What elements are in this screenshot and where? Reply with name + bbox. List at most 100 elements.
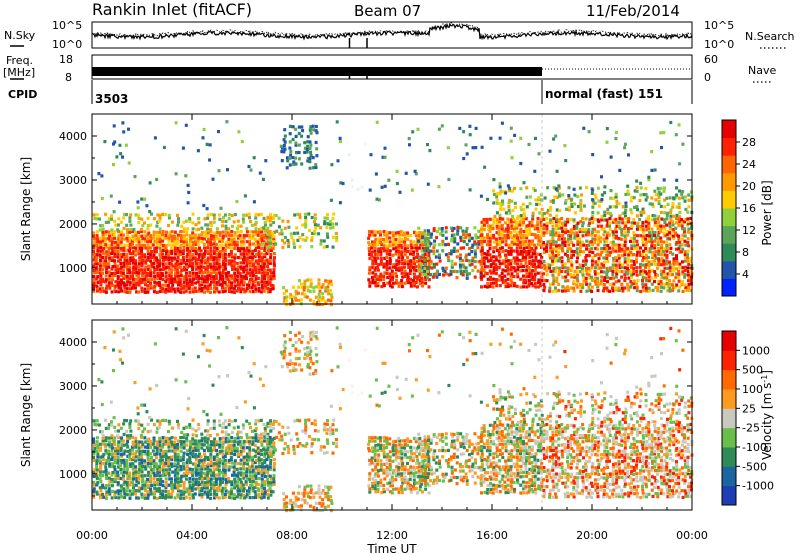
power-cell <box>611 270 615 274</box>
power-cell <box>458 259 462 263</box>
power-cell <box>500 227 504 231</box>
power-cell <box>656 242 660 247</box>
velocity-cell <box>188 467 192 471</box>
colorbar-segment <box>722 208 736 227</box>
velocity-cell <box>149 459 153 463</box>
power-cell <box>512 274 516 279</box>
velocity-cell <box>165 471 168 475</box>
power-cell <box>173 230 177 234</box>
power-cell <box>281 245 285 250</box>
velocity-cell <box>119 453 123 457</box>
power-cell <box>335 238 339 243</box>
power-cell <box>441 269 445 273</box>
velocity-cell <box>95 471 99 475</box>
power-cell <box>407 280 411 285</box>
velocity-cell <box>182 492 186 496</box>
velocity-cell <box>150 483 154 487</box>
power-cell <box>500 278 504 282</box>
power-cell <box>542 233 546 237</box>
power-cell <box>376 230 380 234</box>
power-cell <box>528 268 532 273</box>
power-cell <box>173 258 177 262</box>
power-cell <box>486 265 489 269</box>
power-cell <box>527 249 531 253</box>
power-cell <box>248 264 252 268</box>
power-cell <box>623 226 626 230</box>
power-cell <box>194 252 198 256</box>
power-cell <box>581 224 585 228</box>
power-cell <box>185 230 189 234</box>
power-cell <box>564 159 568 163</box>
power-cell <box>269 275 273 279</box>
velocity-cell <box>229 492 233 496</box>
velocity-cell <box>99 480 103 484</box>
power-cell <box>143 277 147 281</box>
power-cell <box>416 252 420 256</box>
power-cell <box>426 258 429 262</box>
power-cell <box>228 233 231 237</box>
power-cell <box>222 216 225 220</box>
power-cell <box>140 281 144 285</box>
power-cell <box>596 276 600 280</box>
power-cell <box>660 246 663 250</box>
power-cell <box>254 227 258 231</box>
power-cell <box>498 224 502 228</box>
power-cell <box>209 286 213 290</box>
power-cell <box>406 275 410 279</box>
power-cell <box>671 234 675 238</box>
power-cell <box>689 216 693 221</box>
power-cell <box>119 267 123 271</box>
velocity-cell <box>185 461 189 465</box>
power-cell <box>110 278 114 282</box>
power-cell <box>140 229 144 234</box>
power-cell <box>218 233 222 237</box>
power-cell <box>208 283 212 287</box>
power-cell <box>603 230 607 234</box>
power-cell <box>116 253 120 257</box>
power-cell <box>539 217 543 221</box>
power-cell <box>197 221 201 225</box>
power-cell <box>395 246 398 250</box>
power-cell <box>268 219 272 223</box>
colorbar-tick-label: 8 <box>742 246 749 259</box>
power-cell <box>237 256 240 260</box>
power-cell <box>624 192 628 196</box>
power-cell <box>449 252 453 256</box>
power-cell <box>681 266 685 270</box>
velocity-cell <box>252 468 255 472</box>
power-cell <box>137 271 141 275</box>
power-cell <box>432 252 436 256</box>
power-cell <box>608 205 612 209</box>
noise-right-tick-top: 10^5 <box>704 19 734 32</box>
velocity-cell <box>169 495 173 499</box>
power-cell <box>196 280 200 284</box>
velocity-cell <box>199 455 203 459</box>
power-cell <box>197 255 201 259</box>
power-cell <box>521 268 525 273</box>
power-cell <box>563 240 567 244</box>
power-cell <box>212 220 216 224</box>
power-cell <box>659 289 663 293</box>
power-cell <box>654 275 658 279</box>
velocity-cell <box>259 449 263 453</box>
power-cell <box>603 243 607 247</box>
velocity-cell <box>192 462 196 466</box>
power-cell <box>370 275 374 279</box>
power-cell <box>149 286 153 290</box>
velocity-cell <box>251 440 255 444</box>
power-cell <box>437 185 441 189</box>
power-cell <box>495 218 499 222</box>
power-cell <box>537 278 541 282</box>
power-cell <box>563 252 567 256</box>
velocity-cell <box>212 486 216 490</box>
power-cell <box>328 222 332 226</box>
power-cell <box>116 267 120 271</box>
velocity-cell <box>208 468 212 472</box>
power-cell <box>158 283 162 287</box>
cpid-label: CPID <box>8 88 37 101</box>
power-cell <box>274 242 278 246</box>
power-cell <box>672 265 675 269</box>
velocity-cell <box>107 487 111 491</box>
power-cell <box>115 155 119 159</box>
velocity-cell <box>119 458 123 463</box>
